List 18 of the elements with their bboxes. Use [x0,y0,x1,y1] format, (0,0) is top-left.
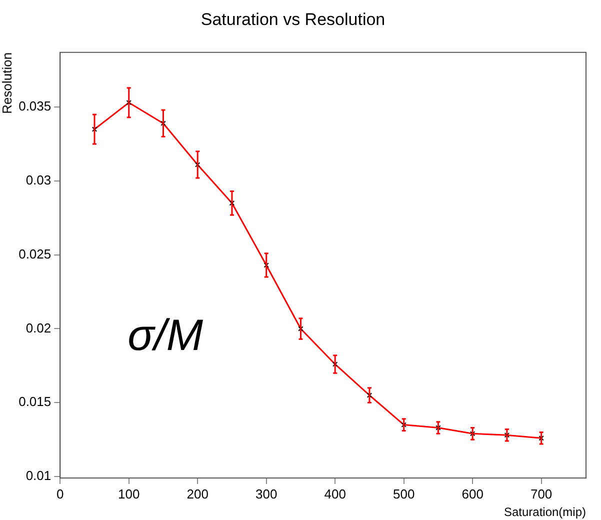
y-axis-title: Resolution [0,52,14,114]
x-tick-label: 0 [56,486,64,502]
chart-title: Saturation vs Resolution [200,10,386,29]
x-tick-label: 300 [256,486,278,502]
y-tick-label: 0.01 [26,468,52,484]
y-tick-label: 0.03 [26,172,52,188]
x-tick-label: 700 [530,486,552,502]
x-tick-label: 400 [324,486,346,502]
x-axis-title: Saturation(mip) [504,505,586,520]
x-tick-label: 600 [462,486,484,502]
annotation: σ/M [128,310,204,360]
x-tick-label: 100 [118,486,140,502]
x-tick-label: 200 [186,486,208,502]
y-tick-label: 0.015 [18,394,52,410]
y-tick-label: 0.02 [26,320,52,336]
y-tick-label: 0.025 [18,246,52,262]
y-tick-label: 0.035 [18,98,52,114]
x-tick-label: 500 [392,486,415,502]
